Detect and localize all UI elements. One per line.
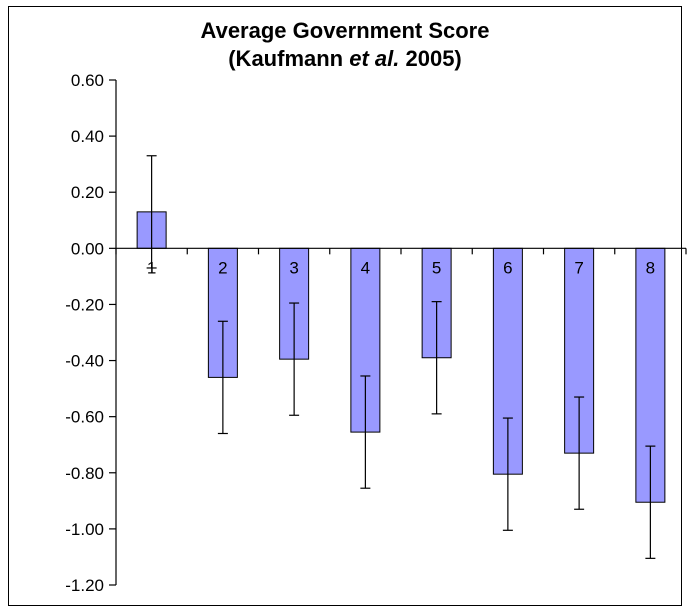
category-label: 8 xyxy=(646,258,655,277)
y-tick-label: -0.60 xyxy=(65,408,104,427)
y-tick-label: -0.80 xyxy=(65,464,104,483)
y-tick-label: 0.00 xyxy=(71,239,104,258)
y-tick-label: 0.20 xyxy=(71,183,104,202)
y-tick-label: 0.40 xyxy=(71,127,104,146)
category-label: 5 xyxy=(432,258,441,277)
chart-title-author: (Kaufmann xyxy=(228,46,350,71)
chart-title-year: 2005) xyxy=(399,46,462,71)
chart-title-main: Average Government Score xyxy=(200,18,490,43)
chart-title-line-2: (Kaufmann et al. 2005) xyxy=(0,46,690,72)
chart-title-etal: et al. xyxy=(349,46,400,71)
category-label: 6 xyxy=(503,258,512,277)
category-label: 3 xyxy=(289,258,298,277)
category-label: 1 xyxy=(147,258,156,277)
y-tick-label: -1.20 xyxy=(65,576,104,595)
y-tick-label: -1.00 xyxy=(65,520,104,539)
category-label: 7 xyxy=(574,258,583,277)
y-tick-label: 0.60 xyxy=(71,71,104,90)
chart-title-line-1: Average Government Score xyxy=(0,18,690,44)
y-tick-label: -0.40 xyxy=(65,352,104,371)
y-tick-label: -0.20 xyxy=(65,295,104,314)
category-label: 2 xyxy=(218,258,227,277)
category-label: 4 xyxy=(361,258,370,277)
